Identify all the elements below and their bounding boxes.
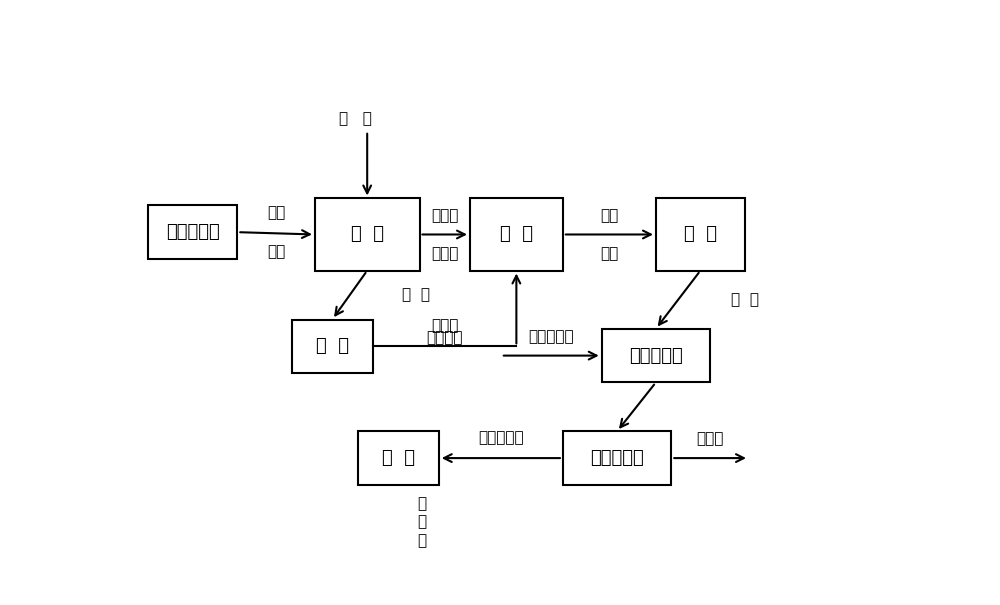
Text: 硫酸钠溶液: 硫酸钠溶液 <box>528 329 574 344</box>
Text: 二次溶浸: 二次溶浸 <box>426 330 463 345</box>
Text: 进: 进 <box>418 496 427 511</box>
Text: 发: 发 <box>418 533 427 548</box>
Text: 黑  灰: 黑 灰 <box>500 226 533 243</box>
Bar <box>358 431 439 485</box>
Bar <box>602 329 710 382</box>
Text: 三次: 三次 <box>600 208 618 223</box>
Bar <box>292 319 373 373</box>
Text: 三次溶浸液: 三次溶浸液 <box>629 347 683 365</box>
Bar <box>470 198 563 270</box>
Bar <box>315 198 420 270</box>
Text: 板框压滤机: 板框压滤机 <box>590 449 644 467</box>
Text: 硫化钠溶液: 硫化钠溶液 <box>478 430 524 445</box>
Text: 蒸: 蒸 <box>418 515 427 529</box>
Text: 次溶浸: 次溶浸 <box>431 246 458 261</box>
Text: 一次: 一次 <box>267 206 285 220</box>
Text: 黑  灰: 黑 灰 <box>684 226 717 243</box>
Text: 稀  料: 稀 料 <box>402 287 430 302</box>
Bar <box>148 205 237 259</box>
Bar <box>656 198 745 270</box>
Text: 沉  淡: 沉 淡 <box>382 449 415 467</box>
Text: 硫酸钡: 硫酸钡 <box>696 431 724 446</box>
Text: 沉  淀: 沉 淀 <box>731 292 759 307</box>
Text: 溶浸: 溶浸 <box>267 244 285 259</box>
Text: 硫化钓溶液: 硫化钓溶液 <box>166 223 220 241</box>
Text: 清液二: 清液二 <box>431 208 458 223</box>
Text: 溶浸: 溶浸 <box>600 246 618 261</box>
Text: 黑  灰: 黑 灰 <box>351 226 384 243</box>
Text: 过  滤: 过 滤 <box>316 337 349 355</box>
Text: 粉   碎: 粉 碎 <box>339 111 372 126</box>
Bar <box>563 431 671 485</box>
Text: 过滤后: 过滤后 <box>431 318 458 333</box>
